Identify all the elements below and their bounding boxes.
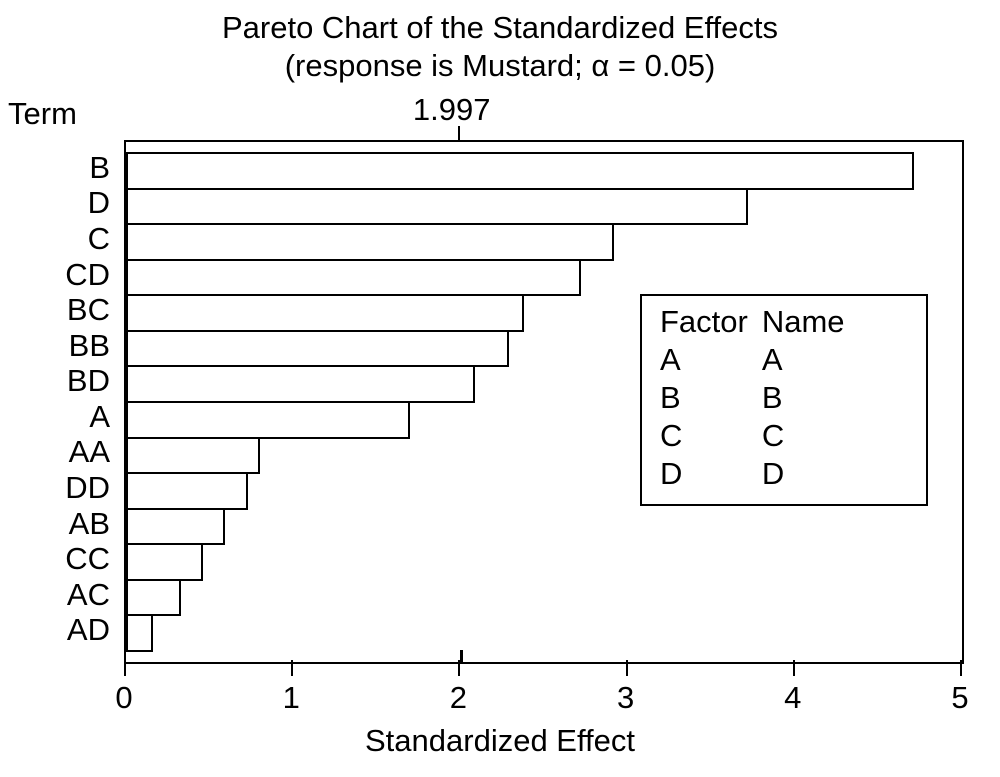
bar-B <box>126 152 914 190</box>
y-tick-BB: BB <box>0 328 110 364</box>
x-tick-label-2: 2 <box>450 680 467 716</box>
y-axis-title: Term <box>8 96 77 132</box>
y-tick-CC: CC <box>0 541 110 577</box>
x-tick-label-3: 3 <box>617 680 634 716</box>
x-tick-5 <box>960 660 962 676</box>
x-tick-label-1: 1 <box>283 680 300 716</box>
legend-factor-3: D <box>660 456 762 494</box>
chart-title-line2: (response is Mustard; α = 0.05) <box>0 48 1000 84</box>
x-tick-1 <box>291 660 293 676</box>
legend-factor-0: A <box>660 342 762 380</box>
legend-name-1: B <box>762 380 859 418</box>
y-tick-BC: BC <box>0 292 110 328</box>
y-tick-C: C <box>0 221 110 257</box>
legend-name-0: A <box>762 342 859 380</box>
y-tick-CD: CD <box>0 257 110 293</box>
y-tick-AD: AD <box>0 612 110 648</box>
legend-header-name: Name <box>762 304 859 342</box>
chart-container: Pareto Chart of the Standardized Effects… <box>0 0 1000 777</box>
legend-factor-1: B <box>660 380 762 418</box>
y-tick-AA: AA <box>0 434 110 470</box>
y-tick-B: B <box>0 150 110 186</box>
legend-table: Factor Name A A B B C C D D <box>660 304 859 494</box>
y-tick-D: D <box>0 185 110 221</box>
bar-BB <box>126 330 509 368</box>
bar-AC <box>126 579 181 617</box>
legend-name-2: C <box>762 418 859 456</box>
legend-header-factor: Factor <box>660 304 762 342</box>
x-tick-4 <box>793 660 795 676</box>
bar-BD <box>126 365 475 403</box>
bar-AD <box>126 614 153 652</box>
x-tick-label-0: 0 <box>115 680 132 716</box>
bar-A <box>126 401 410 439</box>
legend-box: Factor Name A A B B C C D D <box>640 294 928 506</box>
bar-AB <box>126 508 225 546</box>
reference-tick-top <box>458 126 460 140</box>
x-tick-0 <box>124 660 126 676</box>
bar-BC <box>126 294 524 332</box>
x-tick-3 <box>626 660 628 676</box>
bar-AA <box>126 437 260 475</box>
y-tick-AC: AC <box>0 577 110 613</box>
bar-CD <box>126 259 581 297</box>
y-tick-A: A <box>0 399 110 435</box>
bar-C <box>126 223 614 261</box>
x-tick-2 <box>458 660 460 676</box>
x-tick-label-4: 4 <box>784 680 801 716</box>
legend-name-3: D <box>762 456 859 494</box>
x-axis-title: Standardized Effect <box>0 723 1000 759</box>
y-tick-BD: BD <box>0 363 110 399</box>
legend-factor-2: C <box>660 418 762 456</box>
bar-DD <box>126 472 248 510</box>
reference-line-label: 1.997 <box>413 92 491 128</box>
y-tick-DD: DD <box>0 470 110 506</box>
chart-title-line1: Pareto Chart of the Standardized Effects <box>0 10 1000 46</box>
bar-D <box>126 188 748 226</box>
bar-CC <box>126 543 203 581</box>
y-tick-AB: AB <box>0 506 110 542</box>
x-tick-label-5: 5 <box>951 680 968 716</box>
